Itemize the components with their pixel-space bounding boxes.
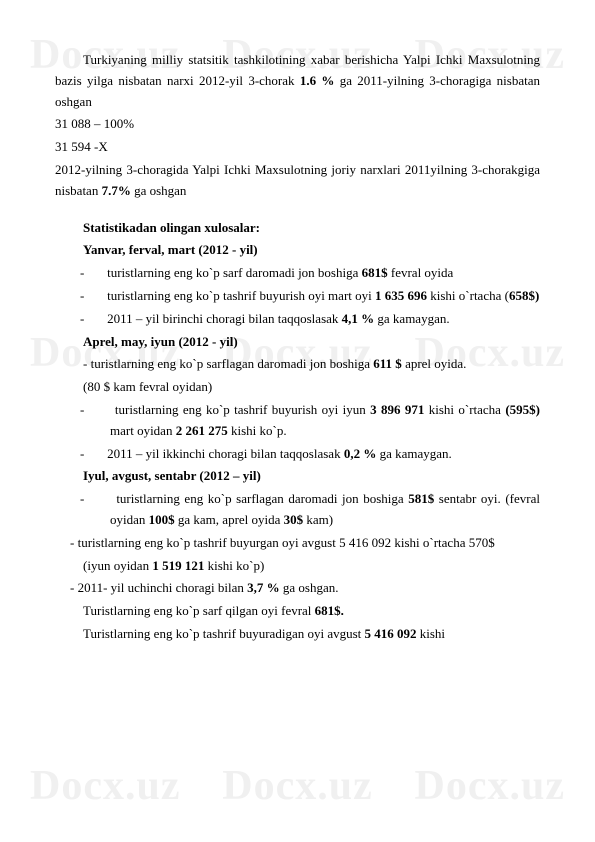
text: aprel oyida. <box>402 356 467 371</box>
paragraph: (80 $ kam fevral oyidan) <box>55 377 540 398</box>
text: Turistlarning eng ko`p tashrif buyuradig… <box>83 626 365 641</box>
paragraph: Turkiyaning milliy statsitik tashkilotin… <box>55 50 540 112</box>
text: 2011 – yil birinchi choragi bilan taqqos… <box>107 311 342 326</box>
paragraph: Turistlarning eng ko`p sarf qilgan oyi f… <box>55 601 540 622</box>
bold-text: 658$) <box>509 288 539 303</box>
bold-text: 3,7 % <box>247 580 280 595</box>
list-item: - turistlarning eng ko`p tashrif buyuris… <box>55 400 540 442</box>
text: ga kam, aprel oyida <box>175 512 284 527</box>
text: - 2011- yil uchinchi choragi bilan <box>70 580 247 595</box>
list-item: - turistlarning eng ko`p sarflagan darom… <box>55 489 540 531</box>
bold-text: 611 $ <box>373 356 402 371</box>
text: kishi o`rtacha <box>424 402 505 417</box>
watermark: Docx.uz <box>222 753 372 820</box>
text: ga kamaygan. <box>376 446 451 461</box>
text: ga oshgan. <box>280 580 339 595</box>
bold-text: 1.6 % <box>300 73 335 88</box>
paragraph: 31 594 -X <box>55 137 540 158</box>
heading: Statistikadan olingan xulosalar: <box>55 218 540 239</box>
list-item: - turistlarning eng ko`p tashrif buyuris… <box>55 286 540 307</box>
text: kishi <box>417 626 446 641</box>
bold-text: 1 519 121 <box>152 558 204 573</box>
text: - turistlarning eng ko`p sarflagan darom… <box>83 356 373 371</box>
bold-text: 681$ <box>362 265 388 280</box>
text: mart oyidan <box>110 423 176 438</box>
watermark: Docx.uz <box>415 753 565 820</box>
bold-text: (595$) <box>505 402 540 417</box>
list-item: - turistlarning eng ko`p sarflagan darom… <box>55 354 540 375</box>
heading: Iyul, avgust, sentabr (2012 – yil) <box>55 466 540 487</box>
bold-text: 30$ <box>284 512 304 527</box>
list-item: - turistlarning eng ko`p tashrif buyurga… <box>55 533 540 554</box>
bold-text: 5 416 092 <box>365 626 417 641</box>
bold-text: 4,1 % <box>342 311 375 326</box>
bold-text: 7.7% <box>102 183 131 198</box>
list-item: - 2011 – yil birinchi choragi bilan taqq… <box>55 309 540 330</box>
text: turistlarning eng ko`p tashrif buyurish … <box>107 288 375 303</box>
text: ga kamaygan. <box>374 311 449 326</box>
text: turistlarning eng ko`p sarf daromadi jon… <box>107 265 362 280</box>
list-item: - 2011 – yil ikkinchi choragi bilan taqq… <box>55 444 540 465</box>
list-item: - turistlarning eng ko`p sarf daromadi j… <box>55 263 540 284</box>
bold-text: 3 896 971 <box>370 402 424 417</box>
bold-text: 100$ <box>149 512 175 527</box>
bold-text: 1 635 696 <box>375 288 427 303</box>
paragraph: Turistlarning eng ko`p tashrif buyuradig… <box>55 624 540 645</box>
list-item: - 2011- yil uchinchi choragi bilan 3,7 %… <box>55 578 540 599</box>
text: kishi o`rtacha ( <box>427 288 509 303</box>
bold-text: 581$ <box>408 491 434 506</box>
watermark: Docx.uz <box>30 753 180 820</box>
text: turistlarning eng ko`p tashrif buyurish … <box>115 402 370 417</box>
bold-text: 0,2 % <box>344 446 377 461</box>
paragraph: 2012-yilning 3-choragida Yalpi Ichki Max… <box>55 160 540 202</box>
bold-text: 2 261 275 <box>176 423 228 438</box>
text: kishi ko`p) <box>204 558 264 573</box>
text: kishi ko`p. <box>228 423 287 438</box>
paragraph: (iyun oyidan 1 519 121 kishi ko`p) <box>55 556 540 577</box>
document-body: Turkiyaning milliy statsitik tashkilotin… <box>55 50 540 645</box>
paragraph: 31 088 – 100% <box>55 114 540 135</box>
text: Turistlarning eng ko`p sarf qilgan oyi f… <box>83 603 315 618</box>
text: turistlarning eng ko`p sarflagan daromad… <box>116 491 408 506</box>
text: (iyun oyidan <box>83 558 152 573</box>
text: fevral oyida <box>388 265 454 280</box>
text: kam) <box>303 512 333 527</box>
text: ga oshgan <box>131 183 187 198</box>
heading: Yanvar, ferval, mart (2012 - yil) <box>55 240 540 261</box>
text: 2011 – yil ikkinchi choragi bilan taqqos… <box>107 446 344 461</box>
heading: Aprel, may, iyun (2012 - yil) <box>55 332 540 353</box>
bold-text: 681$. <box>315 603 344 618</box>
